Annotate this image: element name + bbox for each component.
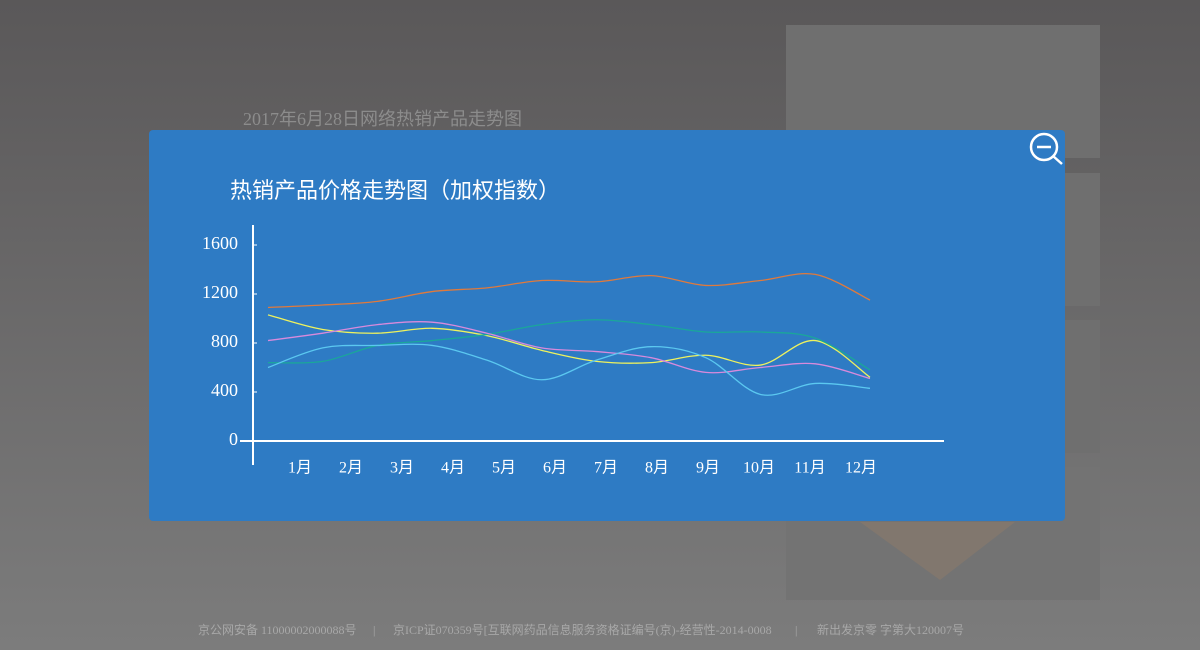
x-tick-label: 12月 [845, 460, 877, 477]
modal [149, 130, 1065, 521]
x-tick-label: 9月 [696, 460, 720, 477]
series-line [267, 321, 871, 380]
footer-sep: | [373, 623, 375, 637]
series-line [267, 272, 871, 309]
footer-text: 京公网安备 11000002000088号 [198, 622, 357, 637]
x-tick-label: 4月 [441, 460, 465, 477]
footer-text: 京ICP证070359号[互联网药品信息服务资格证编号(京)-经营性-2014-… [393, 622, 772, 637]
series-line [267, 314, 871, 378]
x-tick-label: 3月 [390, 460, 414, 477]
y-tick-label: 0 [229, 429, 238, 449]
zoom-out-button[interactable] [1029, 132, 1063, 165]
y-tick-label: 400 [211, 380, 238, 400]
footer-sep: | [795, 623, 797, 637]
thumb-funnel [860, 522, 1015, 580]
y-tick-label: 800 [211, 331, 238, 351]
x-tick-label: 7月 [594, 460, 618, 477]
series-line [267, 319, 871, 371]
series-line [267, 343, 871, 396]
background-title: 2017年6月28日网络热销产品走势图 [243, 109, 522, 129]
chart-title: 热销产品价格走势图（加权指数） [230, 178, 560, 203]
footer-text: 新出发京零 字第大120007号 [817, 622, 964, 637]
y-tick-label: 1200 [202, 282, 238, 302]
x-tick-label: 2月 [339, 460, 363, 477]
x-tick-label: 8月 [645, 460, 669, 477]
y-tick-label: 1600 [202, 233, 238, 253]
x-tick-label: 11月 [794, 460, 825, 477]
x-tick-label: 10月 [743, 460, 775, 477]
x-tick-label: 5月 [492, 460, 516, 477]
x-tick-label: 6月 [543, 460, 567, 477]
x-tick-label: 1月 [288, 460, 312, 477]
